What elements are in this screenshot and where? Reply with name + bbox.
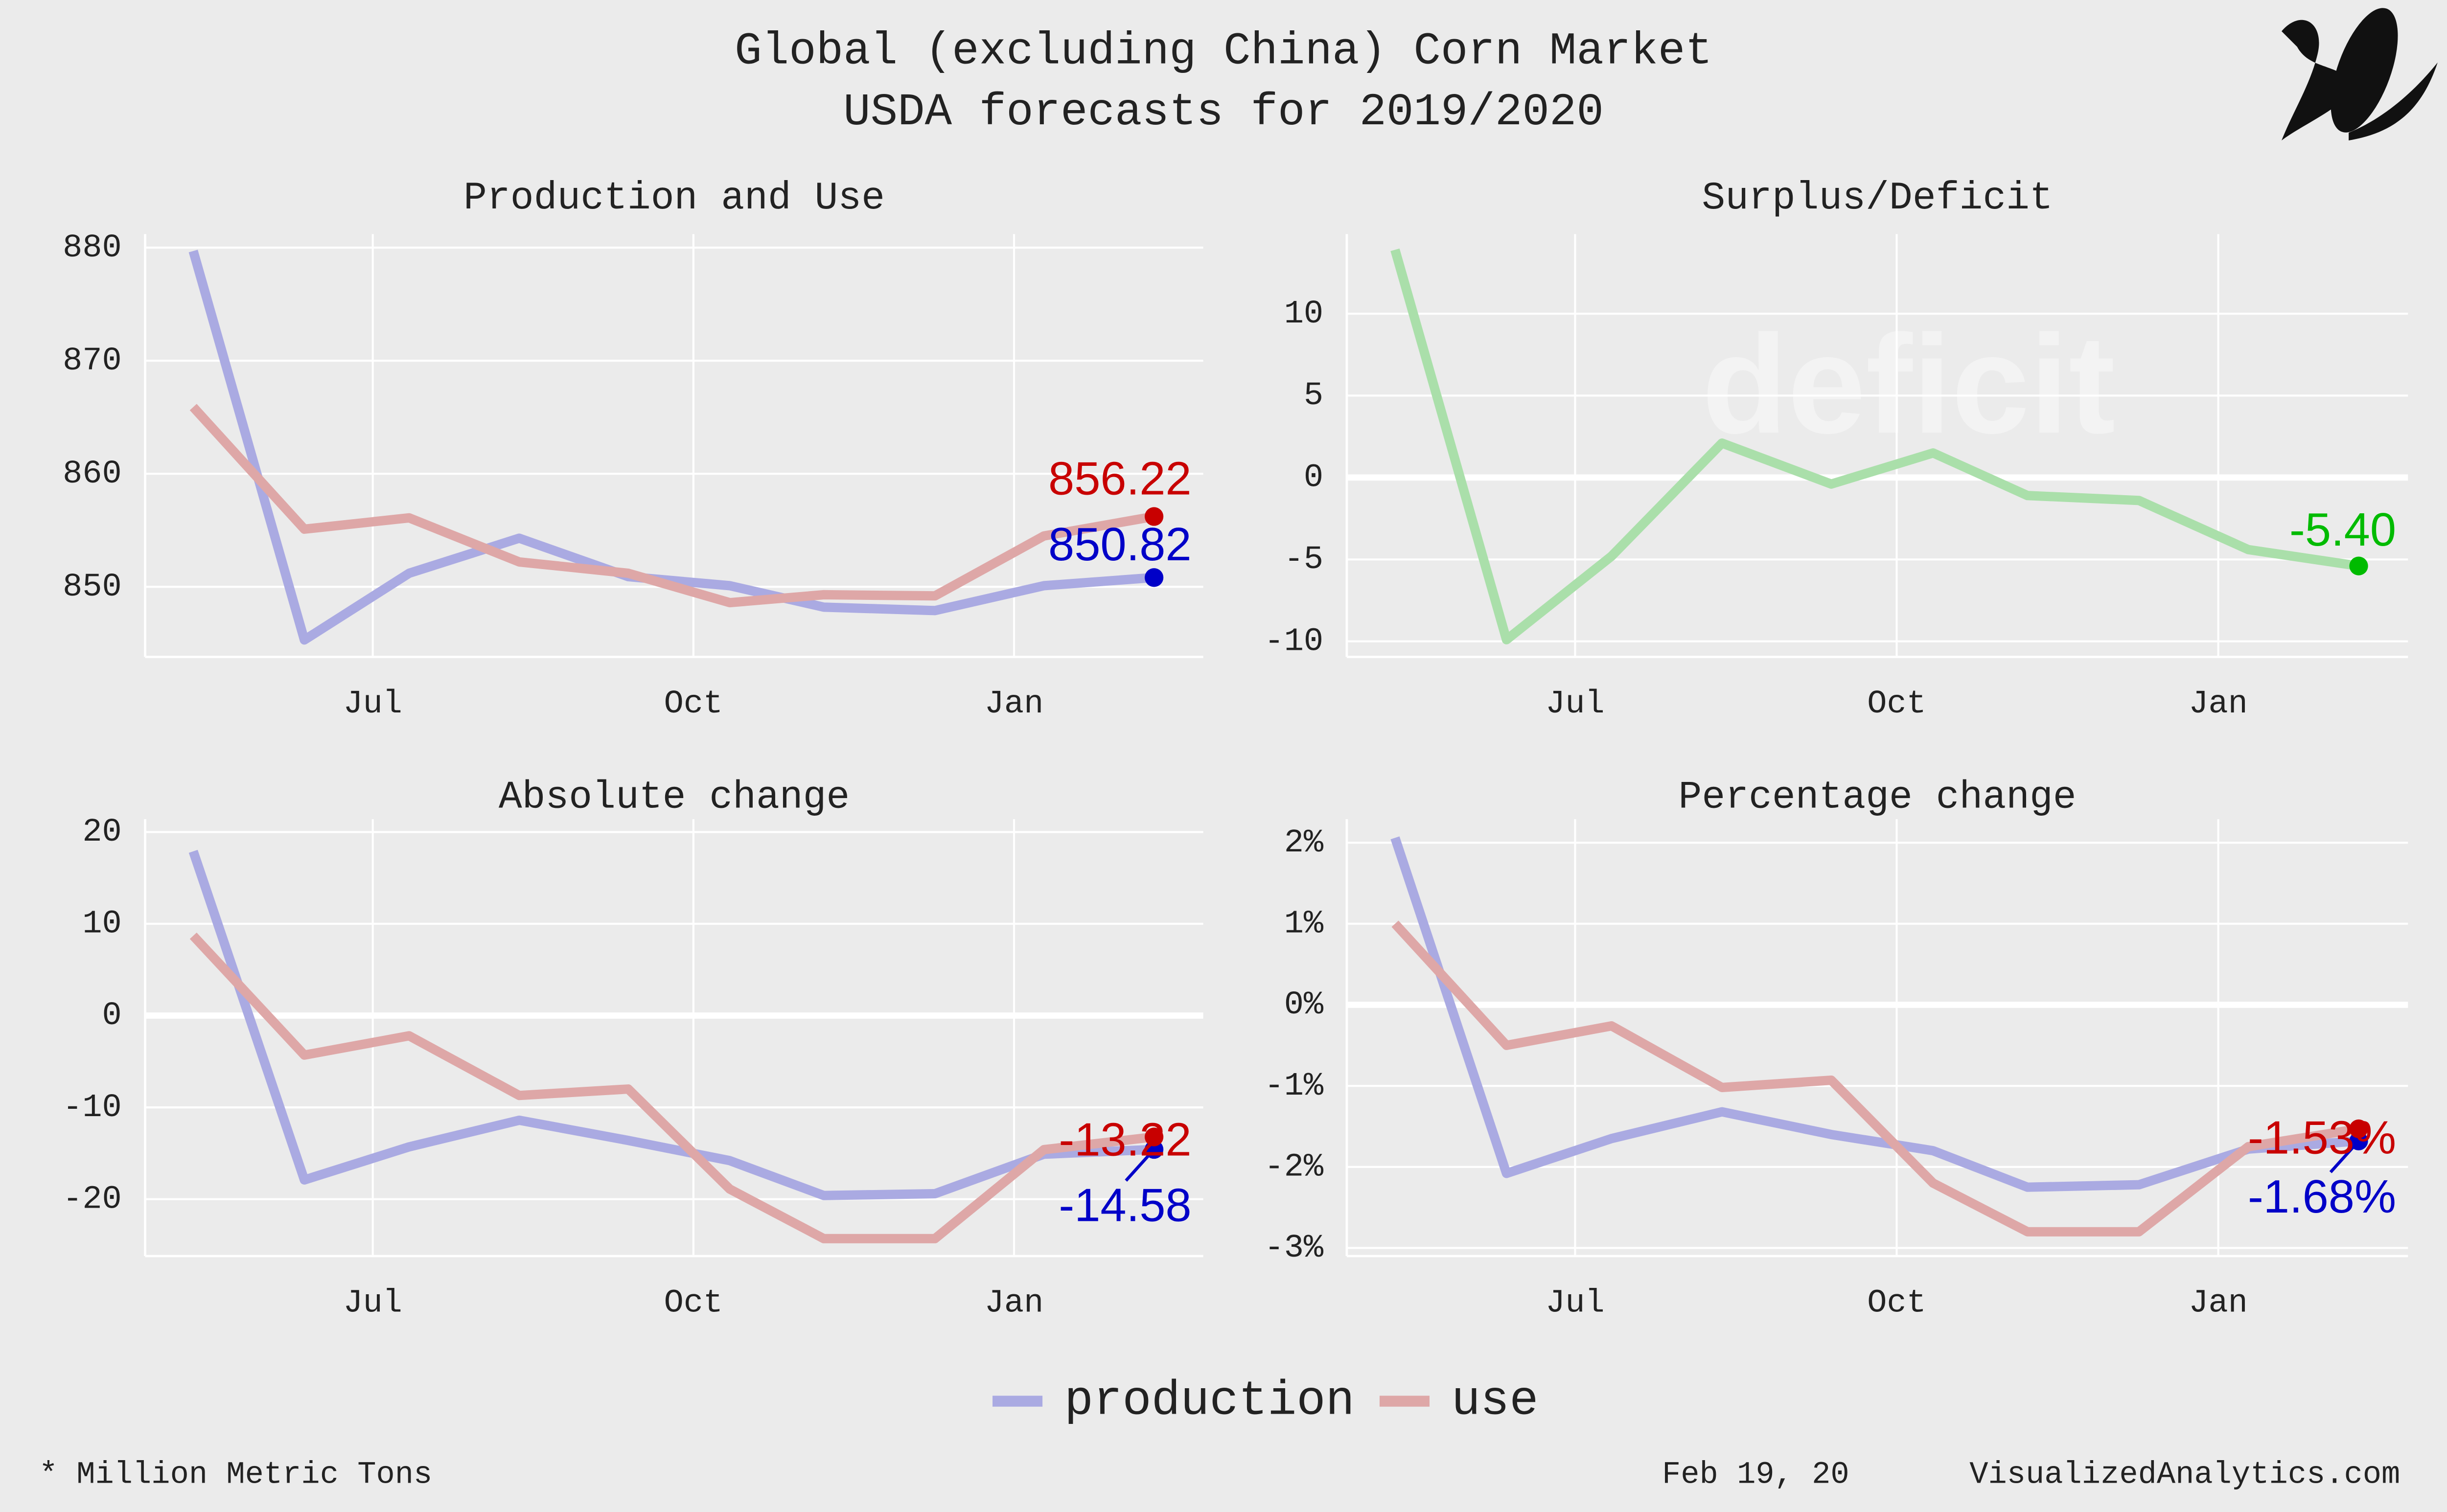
- value-label: -1.68%: [2248, 1170, 2396, 1223]
- series-line: [188, 849, 1154, 1200]
- last-point: [1144, 568, 1164, 587]
- y-tick-label: 10: [1284, 296, 1323, 333]
- x-tick-label: Oct: [1867, 686, 1926, 723]
- y-tick-label: 0: [102, 997, 122, 1034]
- x-tick-label: Oct: [664, 1284, 723, 1322]
- y-tick-label: -2%: [1265, 1148, 1324, 1186]
- x-tick-label: Oct: [664, 686, 723, 723]
- series-line: [1390, 836, 2359, 1192]
- y-tick-label: 880: [63, 229, 122, 267]
- y-tick-label: -3%: [1265, 1230, 1324, 1267]
- value-label: -5.40: [2289, 504, 2396, 556]
- series-line: [188, 250, 1154, 645]
- y-tick-label: 20: [82, 814, 121, 851]
- y-tick-label: 860: [63, 456, 122, 493]
- x-tick-label: Jul: [343, 1284, 402, 1322]
- y-tick-label: 870: [63, 343, 122, 380]
- y-tick-label: 0%: [1284, 986, 1324, 1024]
- legend-label: production: [1064, 1374, 1355, 1429]
- husk: [2281, 20, 2357, 141]
- series-line: [189, 404, 1155, 608]
- value-label: -13.22: [1059, 1114, 1191, 1166]
- x-tick-label: Jul: [1546, 686, 1605, 723]
- value-label: 850.82: [1048, 518, 1192, 571]
- y-tick-label: -5: [1284, 541, 1323, 578]
- series-line: [189, 932, 1155, 1243]
- x-tick-label: Jan: [985, 686, 1044, 723]
- y-tick-label: 10: [82, 906, 121, 943]
- x-tick-label: Oct: [1867, 1284, 1926, 1322]
- y-tick-label: -1%: [1265, 1068, 1324, 1105]
- y-tick-label: 5: [1304, 377, 1323, 414]
- series-line: [1390, 248, 2359, 644]
- last-point: [1144, 1127, 1164, 1146]
- value-label: -14.58: [1059, 1179, 1191, 1231]
- cob: [2331, 8, 2398, 133]
- corn-icon: [2281, 8, 2438, 141]
- last-point: [2349, 1119, 2368, 1139]
- last-point: [1144, 507, 1164, 526]
- x-tick-label: Jan: [2189, 686, 2248, 723]
- panel-title: Production and Use: [463, 176, 885, 220]
- value-label: 856.22: [1048, 453, 1192, 505]
- footnote: * Million Metric Tons: [39, 1457, 433, 1492]
- husk-leaf: [2349, 62, 2438, 141]
- y-tick-label: 1%: [1284, 906, 1324, 943]
- legend-label: use: [1452, 1374, 1539, 1429]
- y-tick-label: -10: [1265, 623, 1324, 660]
- last-point: [2349, 556, 2368, 575]
- y-tick-label: -20: [63, 1181, 122, 1218]
- series-line: [1391, 920, 2360, 1237]
- site: VisualizedAnalytics.com: [1969, 1457, 2400, 1492]
- panel-title: Absolute change: [499, 776, 850, 820]
- y-tick-label: 2%: [1284, 825, 1324, 862]
- watermark: deficit: [1702, 305, 2115, 462]
- date: Feb 19, 20: [1662, 1457, 1849, 1492]
- y-tick-label: 850: [63, 569, 122, 606]
- y-tick-label: 0: [1304, 459, 1323, 497]
- x-tick-label: Jul: [1546, 1284, 1605, 1322]
- title: Global (excluding China) Corn Market: [735, 26, 1712, 77]
- y-tick-label: -10: [63, 1089, 122, 1126]
- x-tick-label: Jul: [343, 686, 402, 723]
- panel-title: Surplus/Deficit: [1702, 176, 2053, 220]
- value-label: -1.53%: [2248, 1112, 2396, 1164]
- subtitle: USDA forecasts for 2019/2020: [843, 87, 1604, 138]
- x-tick-label: Jan: [2189, 1284, 2248, 1322]
- x-tick-label: Jan: [985, 1284, 1044, 1322]
- panel-title: Percentage change: [1679, 776, 2077, 820]
